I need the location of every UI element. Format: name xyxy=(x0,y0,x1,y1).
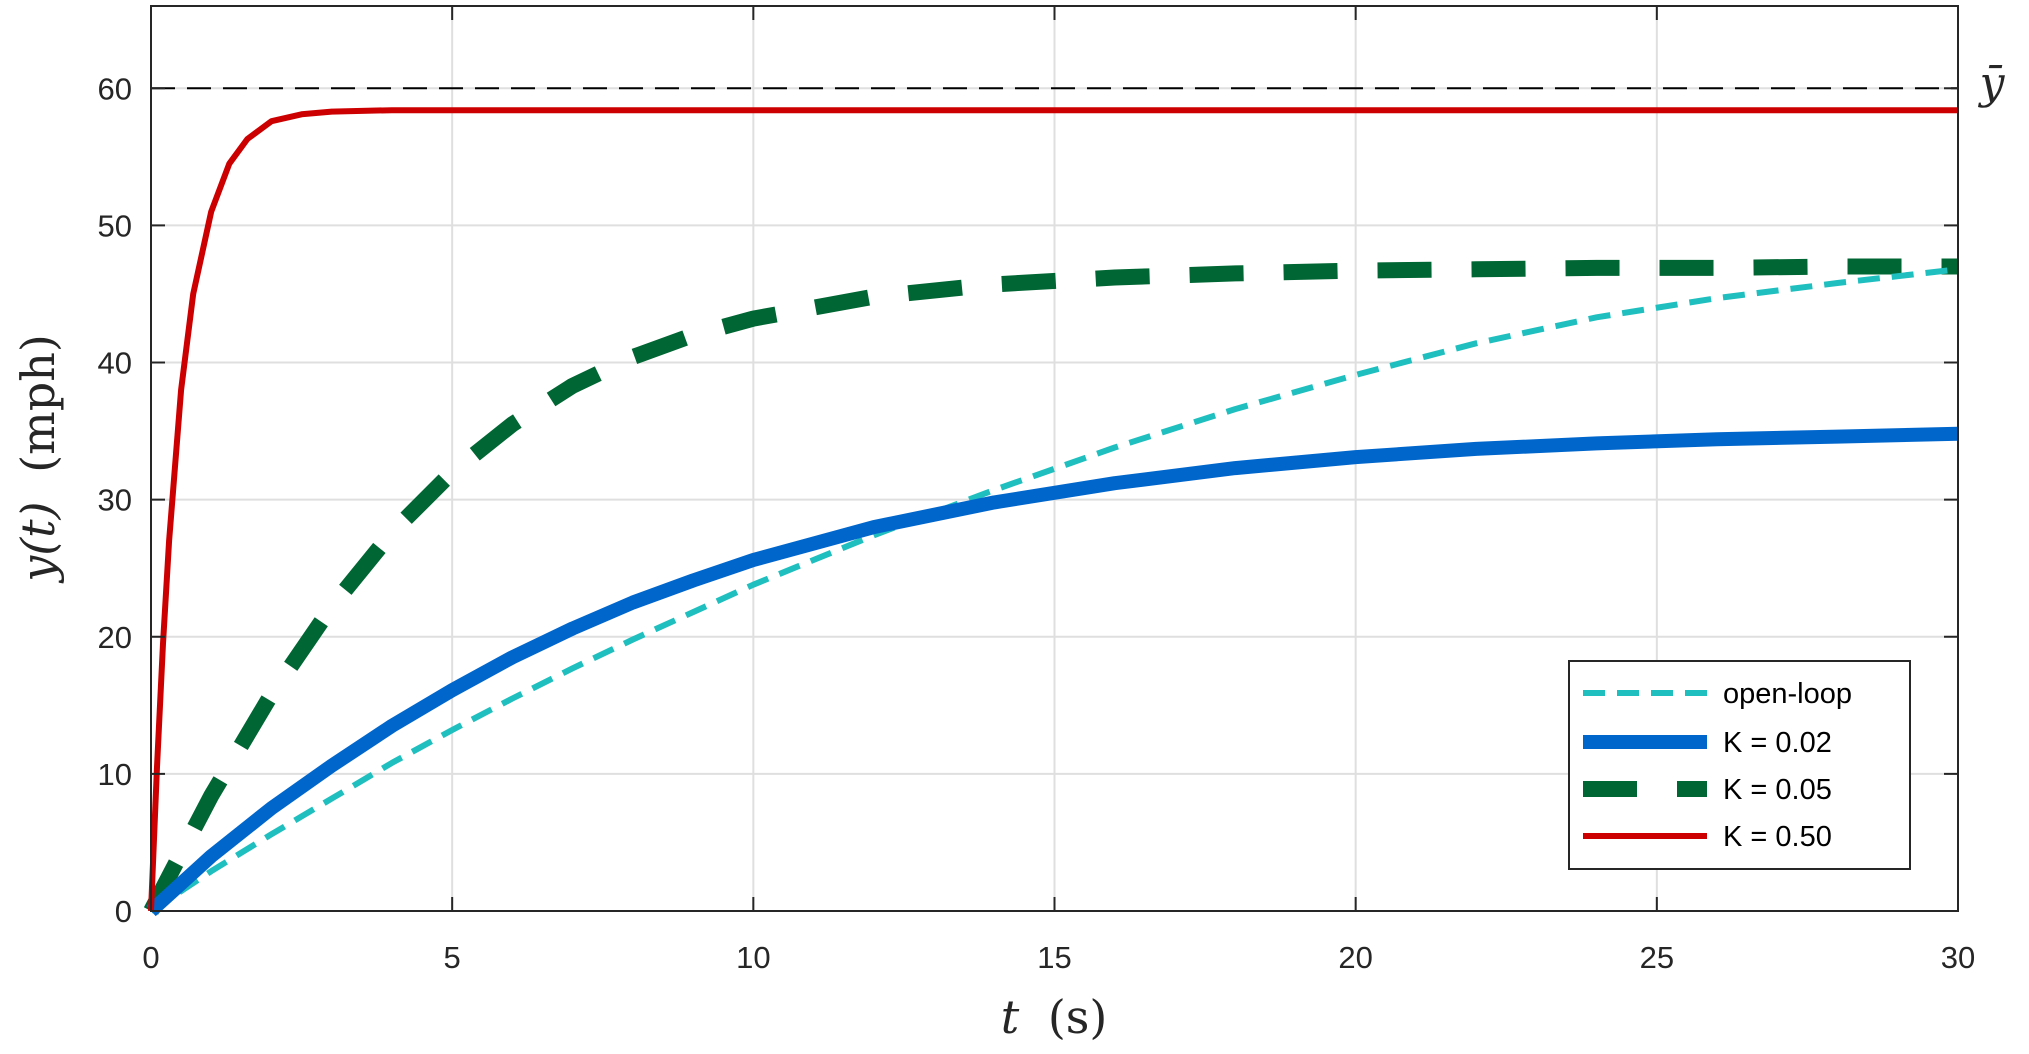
series-line-k-0-05 xyxy=(143,258,1958,915)
tick-labels: 0 5 10 15 20 25 30 0 10 20 30 40 50 60 xyxy=(98,71,1976,975)
x-tick-label: 0 xyxy=(142,940,159,975)
legend-label-open-loop: open-loop xyxy=(1723,678,1852,710)
y-tick-label: 30 xyxy=(98,483,132,518)
legend-label-k-0-50: K = 0.50 xyxy=(1723,821,1832,853)
y-tick-label: 0 xyxy=(115,894,132,929)
x-tick-label: 20 xyxy=(1338,940,1372,975)
axis-ticks xyxy=(150,6,1959,912)
x-axis-unit: (s) xyxy=(1048,990,1108,1044)
x-tick-label: 10 xyxy=(736,940,770,975)
y-tick-label: 50 xyxy=(98,208,132,243)
x-tick-label: 25 xyxy=(1640,940,1674,975)
legend-label-k-0-02: K = 0.02 xyxy=(1723,727,1832,759)
x-axis-variable: t xyxy=(1001,990,1020,1044)
series-line-open-loop xyxy=(149,266,1959,914)
y-axis-unit: (mph) xyxy=(11,334,65,473)
x-tick-label: 15 xyxy=(1037,940,1071,975)
legend-label-k-0-05: K = 0.05 xyxy=(1723,774,1832,806)
series-line-k-0-50 xyxy=(148,107,1958,912)
x-tick-label: 30 xyxy=(1941,940,1975,975)
x-tick-label: 5 xyxy=(444,940,461,975)
reference-line-label: ȳ xyxy=(1978,58,2006,109)
x-axis-label: t (s) xyxy=(1001,990,1108,1044)
y-tick-label: 60 xyxy=(98,71,132,106)
y-tick-label: 10 xyxy=(98,757,132,792)
y-tick-label: 40 xyxy=(98,346,132,381)
y-axis-variable: y(t) xyxy=(11,501,65,583)
series-layer xyxy=(143,107,1959,917)
y-tick-label: 20 xyxy=(98,620,132,655)
legend: open-loop K = 0.02 K = 0.05 K = 0.50 xyxy=(1568,660,1911,870)
series-line-k-0-02 xyxy=(146,426,1959,917)
y-axis-label: y(t) (mph) xyxy=(11,334,65,584)
